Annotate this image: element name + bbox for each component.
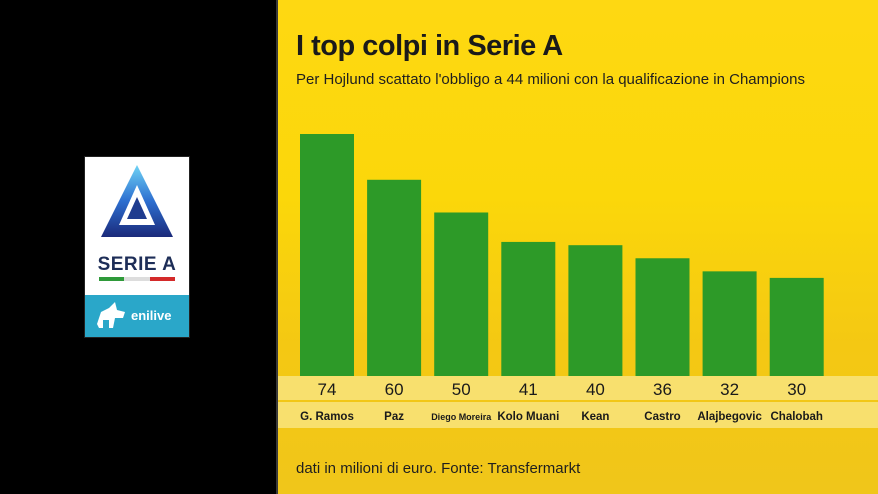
bar-kean — [568, 245, 623, 376]
bar-g-ramos — [300, 134, 354, 376]
value-label: 60 — [385, 380, 404, 399]
bar-castro — [635, 258, 690, 376]
value-label: 50 — [452, 380, 471, 399]
label-band — [278, 402, 878, 428]
chart-footer: dati in milioni di euro. Fonte: Transfer… — [296, 460, 581, 477]
value-label: 74 — [318, 380, 337, 399]
serie-a-logo: SERIE A enilive — [85, 157, 189, 337]
serie-a-emblem-icon — [101, 165, 173, 237]
bar-alajbegovic — [702, 271, 757, 376]
category-label: Alajbegovic — [697, 411, 762, 423]
category-label: Castro — [644, 411, 680, 423]
category-label: Diego Moreira — [431, 412, 492, 422]
left-panel: SERIE A enilive — [0, 0, 276, 494]
divider — [276, 0, 278, 494]
category-label: G. Ramos — [300, 411, 354, 423]
category-label: Chalobah — [771, 411, 823, 423]
chart-title: I top colpi in Serie A — [296, 30, 563, 62]
value-band — [278, 376, 878, 400]
bar-chart: 74 G. Ramos 60 Paz 50 Diego Moreira 41 Kolo Mua… — [278, 134, 878, 428]
chart-subtitle: Per Hojlund scattato l'obbligo a 44 mili… — [296, 71, 805, 88]
bar-paz — [367, 179, 422, 376]
bar-kolo-muani — [501, 241, 556, 376]
category-label: Paz — [384, 411, 404, 423]
value-label: 36 — [653, 380, 672, 399]
serie-a-wordmark: SERIE A — [97, 254, 177, 275]
sponsor-name: enilive — [131, 308, 172, 323]
value-label: 41 — [519, 380, 538, 399]
bar-chalobah — [769, 277, 824, 376]
italian-flag-stripe — [99, 277, 175, 281]
value-label: 32 — [720, 380, 739, 399]
value-label: 40 — [586, 380, 605, 399]
bar-diego-moreira — [434, 212, 489, 376]
value-label: 30 — [787, 380, 806, 399]
category-label: Kolo Muani — [497, 411, 559, 423]
dog-icon — [97, 302, 125, 328]
category-label: Kean — [581, 411, 609, 423]
sponsor-badge: enilive — [85, 295, 189, 337]
